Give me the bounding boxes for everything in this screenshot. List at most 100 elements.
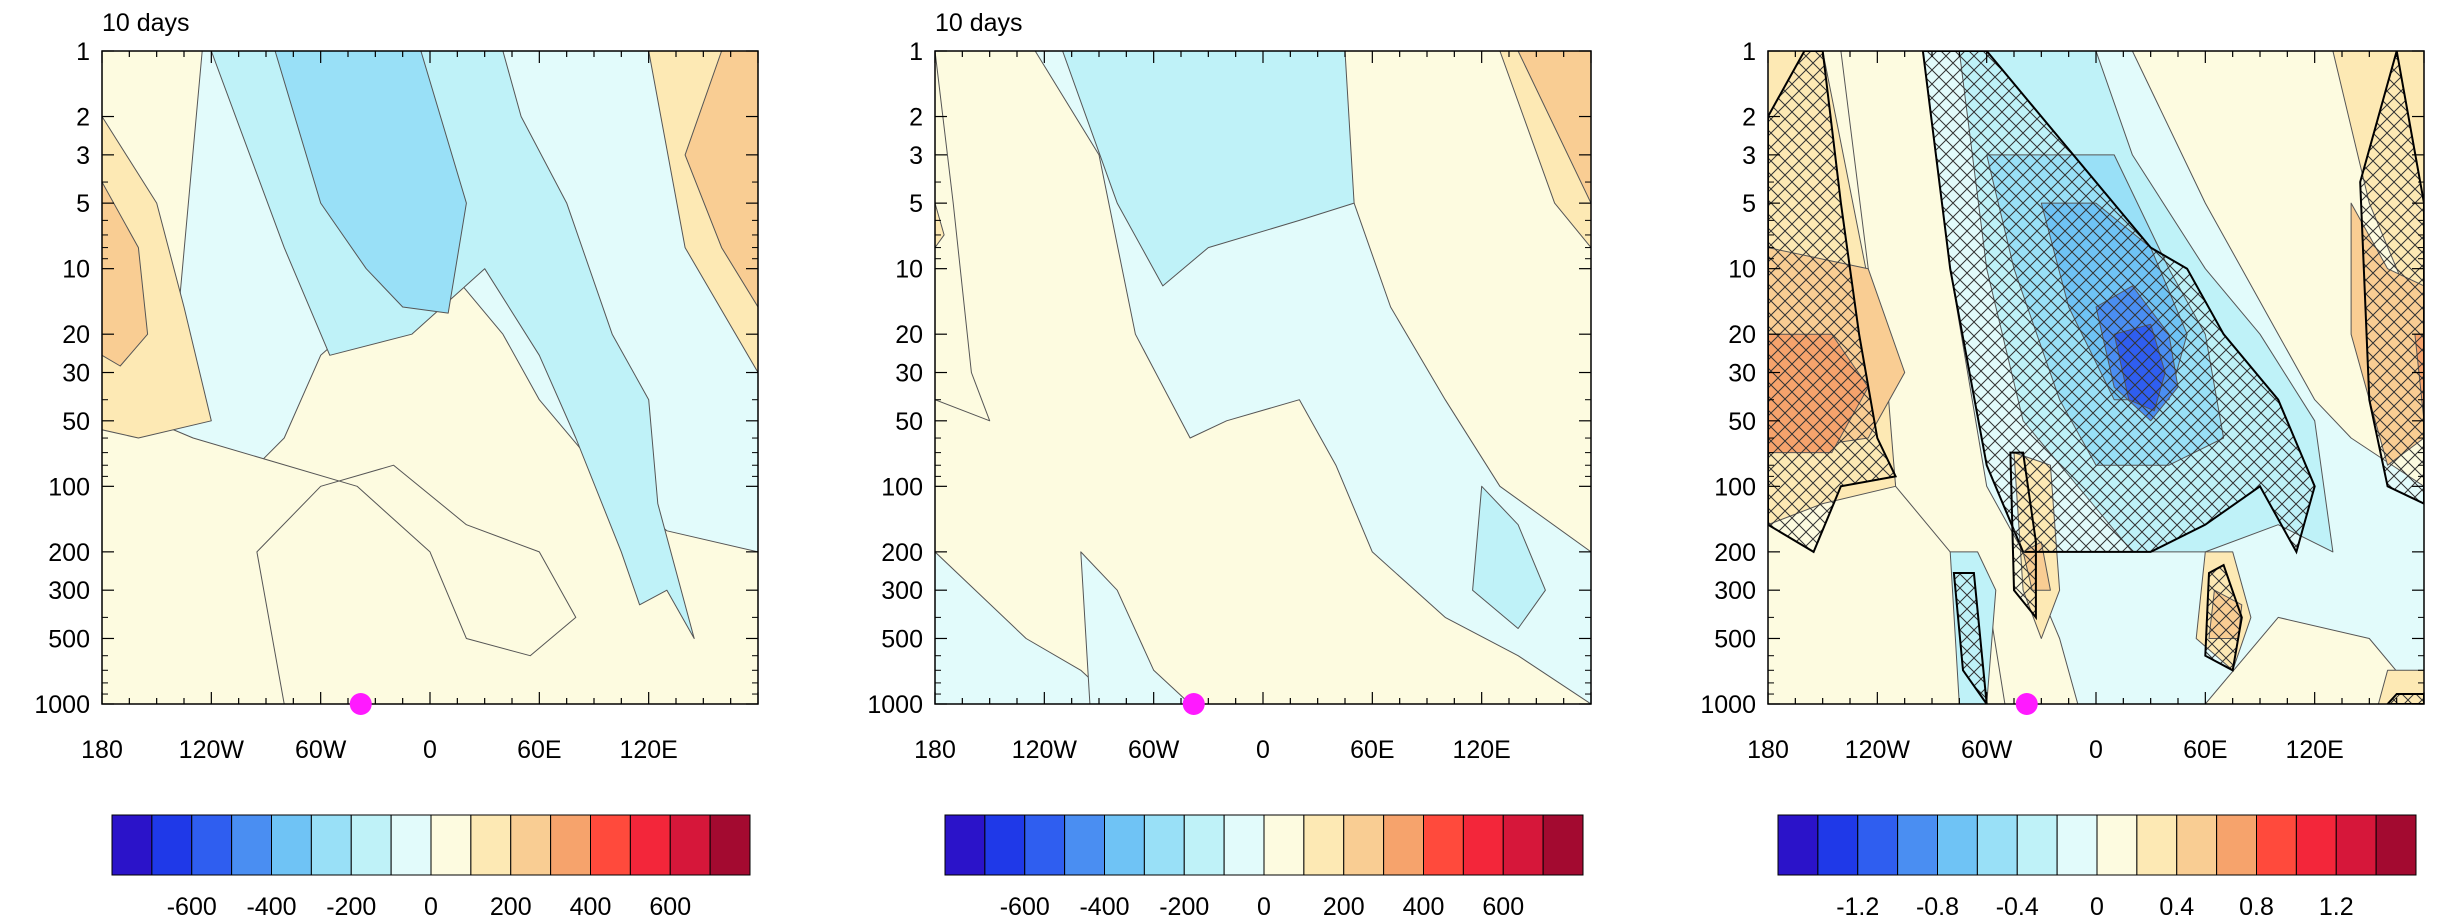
colorbar-label: -400: [246, 893, 296, 917]
x-tick-label: 0: [2089, 736, 2103, 764]
colorbar-label: 200: [490, 893, 532, 917]
contour-region: [102, 399, 577, 704]
significance-hatching: [1952, 572, 1988, 704]
colorbar-swatch: [390, 814, 432, 876]
y-tick-label: 1: [76, 38, 90, 66]
colorbar-label: 600: [1482, 893, 1524, 917]
significance-hatching: [2359, 51, 2424, 505]
colorbar-label: -600: [167, 893, 217, 917]
x-tick-label: 120E: [2285, 736, 2343, 764]
colorbar: -600 -400 -200 0 200 400 600: [944, 814, 1584, 917]
colorbar-swatch: [984, 814, 1026, 876]
colorbar-swatch: [709, 814, 751, 876]
contour-region: [935, 202, 945, 249]
colorbar-swatch: [1183, 814, 1225, 876]
y-tick-label: 1: [1742, 38, 1756, 66]
x-tick-label: 180: [1747, 736, 1789, 764]
colorbar-label: -600: [1000, 893, 1050, 917]
colorbar-swatch: [669, 814, 711, 876]
y-tick-label: 50: [895, 408, 923, 436]
colorbar-swatch: [2016, 814, 2058, 876]
colorbar-swatch: [191, 814, 233, 876]
colorbar-label: 600: [649, 893, 691, 917]
contour-region: [274, 51, 467, 314]
y-tick-label: 1000: [867, 691, 923, 719]
x-tick-label: 60W: [1128, 736, 1180, 764]
y-tick-label: 30: [62, 360, 90, 388]
colorbar-swatch: [470, 814, 512, 876]
contour-region: [102, 181, 149, 367]
colorbar-swatch: [1143, 814, 1185, 876]
colorbar-label: 0.8: [2239, 893, 2274, 917]
colorbar-swatch: [2136, 814, 2178, 876]
y-tick-label: 500: [1714, 625, 1756, 653]
y-tick-label: 500: [881, 625, 923, 653]
y-tick-label: 1000: [34, 691, 90, 719]
y-tick-label: 2: [76, 104, 90, 132]
colorbar-swatch: [1502, 814, 1544, 876]
colorbar-swatch: [629, 814, 671, 876]
y-tick-label: 500: [48, 625, 90, 653]
y-tick-label: 200: [1714, 539, 1756, 567]
colorbar-label: 400: [570, 893, 612, 917]
significance-hatching: [2204, 563, 2243, 672]
y-tick-label: 10: [895, 256, 923, 284]
panel-title: 10 days: [102, 9, 190, 37]
colorbar-swatch: [151, 814, 193, 876]
y-tick-label: 100: [48, 473, 90, 501]
colorbar-swatch: [1937, 814, 1978, 876]
contour-region: [1062, 51, 1355, 287]
x-tick-label: 60E: [517, 736, 561, 764]
colorbar-label: 200: [1323, 893, 1365, 917]
y-tick-label: 300: [1714, 577, 1756, 605]
significance-hatching: [2009, 451, 2037, 621]
colorbar-swatch: [1857, 814, 1899, 876]
contour-region: [684, 51, 758, 308]
y-tick-label: 300: [48, 577, 90, 605]
colorbar-label: 0: [424, 893, 438, 917]
y-tick-label: 20: [895, 321, 923, 349]
colorbar-label: 1.2: [2319, 893, 2354, 917]
colorbar-label: 0: [2090, 893, 2104, 917]
y-tick-label: 200: [48, 539, 90, 567]
y-tick-label: 5: [1742, 190, 1756, 218]
y-tick-label: 1000: [1700, 691, 1756, 719]
x-tick-label: 120W: [1845, 736, 1911, 764]
colorbar-swatch: [231, 814, 272, 876]
colorbar-swatch: [2176, 814, 2218, 876]
colorbar-label: -0.8: [1916, 893, 1959, 917]
y-tick-label: 5: [76, 190, 90, 218]
significance-hatching: [1768, 51, 1898, 554]
colorbar-swatch: [271, 814, 312, 876]
colorbar-label: 400: [1403, 893, 1445, 917]
colorbar-swatch: [1423, 814, 1464, 876]
x-tick-label: 180: [81, 736, 123, 764]
colorbar-swatch: [1064, 814, 1105, 876]
colorbar-swatch: [1223, 814, 1265, 876]
x-tick-label: 60W: [1961, 736, 2013, 764]
colorbar-swatch: [1104, 814, 1145, 876]
colorbar-label: -200: [1159, 893, 1209, 917]
panel-1: 10 days 1 2 3 5 10 20 30 50 100 200 300 500 1000 180 12…: [34, 9, 759, 917]
location-marker: [1182, 693, 1205, 715]
y-tick-label: 50: [1728, 408, 1756, 436]
panel-title: 10 days: [935, 9, 1023, 37]
panel-2: 10 days 1 2 3 5 10 20 30 50 100 200 300 500 1000 180 12…: [867, 9, 1592, 917]
colorbar-swatch: [1817, 814, 1859, 876]
colorbar-swatch: [1263, 814, 1305, 876]
y-tick-label: 100: [1714, 473, 1756, 501]
contour-region: [935, 51, 991, 422]
y-tick-label: 30: [895, 360, 923, 388]
x-tick-label: 180: [914, 736, 956, 764]
colorbar-swatch: [2375, 814, 2417, 876]
colorbar-swatch: [1024, 814, 1066, 876]
colorbar-swatch: [2256, 814, 2297, 876]
x-tick-label: 120E: [1452, 736, 1510, 764]
x-tick-label: 120W: [179, 736, 245, 764]
contour-region: [1080, 551, 1191, 704]
contour-region: [102, 116, 212, 439]
x-tick-label: 60E: [2183, 736, 2227, 764]
x-tick-label: 60E: [1350, 736, 1394, 764]
y-tick-label: 2: [1742, 104, 1756, 132]
